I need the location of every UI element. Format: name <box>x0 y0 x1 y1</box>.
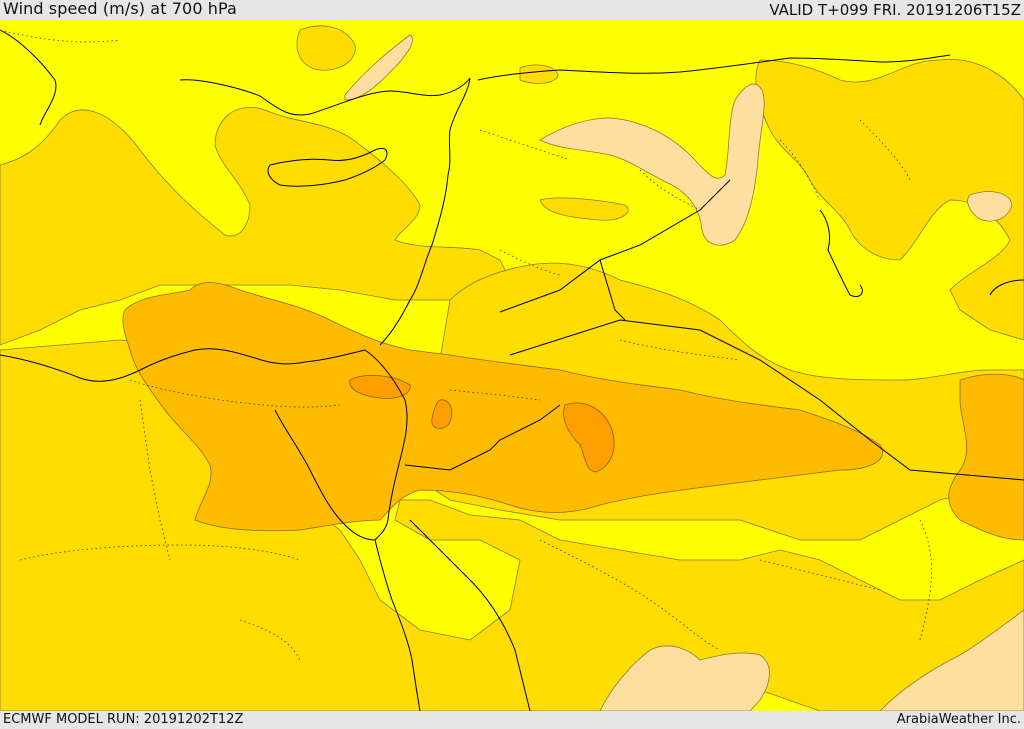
band-mid <box>122 282 883 532</box>
admin-boundaries <box>0 29 932 661</box>
band-calm-strip <box>344 34 413 101</box>
band-calm-sse <box>879 609 1024 711</box>
band-calm-se <box>599 645 770 711</box>
band-calm-ne <box>967 191 1013 222</box>
map-footer: ECMWF MODEL RUN: 20191202T12Z ArabiaWeat… <box>0 711 1024 729</box>
band-low-north-patch <box>296 25 356 71</box>
model-run: ECMWF MODEL RUN: 20191202T12Z <box>3 712 244 727</box>
band-mid-east <box>948 373 1024 541</box>
valid-time: VALID T+099 FRI. 20191206T15Z <box>769 1 1021 19</box>
credit-label: ArabiaWeather Inc. <box>896 712 1021 727</box>
band-low-patch-2 <box>539 197 629 221</box>
map-header: Wind speed (m/s) at 700 hPa VALID T+099 … <box>0 0 1024 20</box>
band-low-patch-3 <box>519 64 559 84</box>
band-high-3 <box>563 402 615 473</box>
coastlines <box>0 29 1024 711</box>
band-high-2 <box>431 399 453 429</box>
wind-speed-map[interactable] <box>0 20 1024 711</box>
band-low-west <box>0 107 521 346</box>
band-high-1 <box>349 375 411 399</box>
map-canvas <box>0 20 1024 711</box>
band-calm-north <box>539 83 765 246</box>
map-title: Wind speed (m/s) at 700 hPa <box>3 0 237 18</box>
